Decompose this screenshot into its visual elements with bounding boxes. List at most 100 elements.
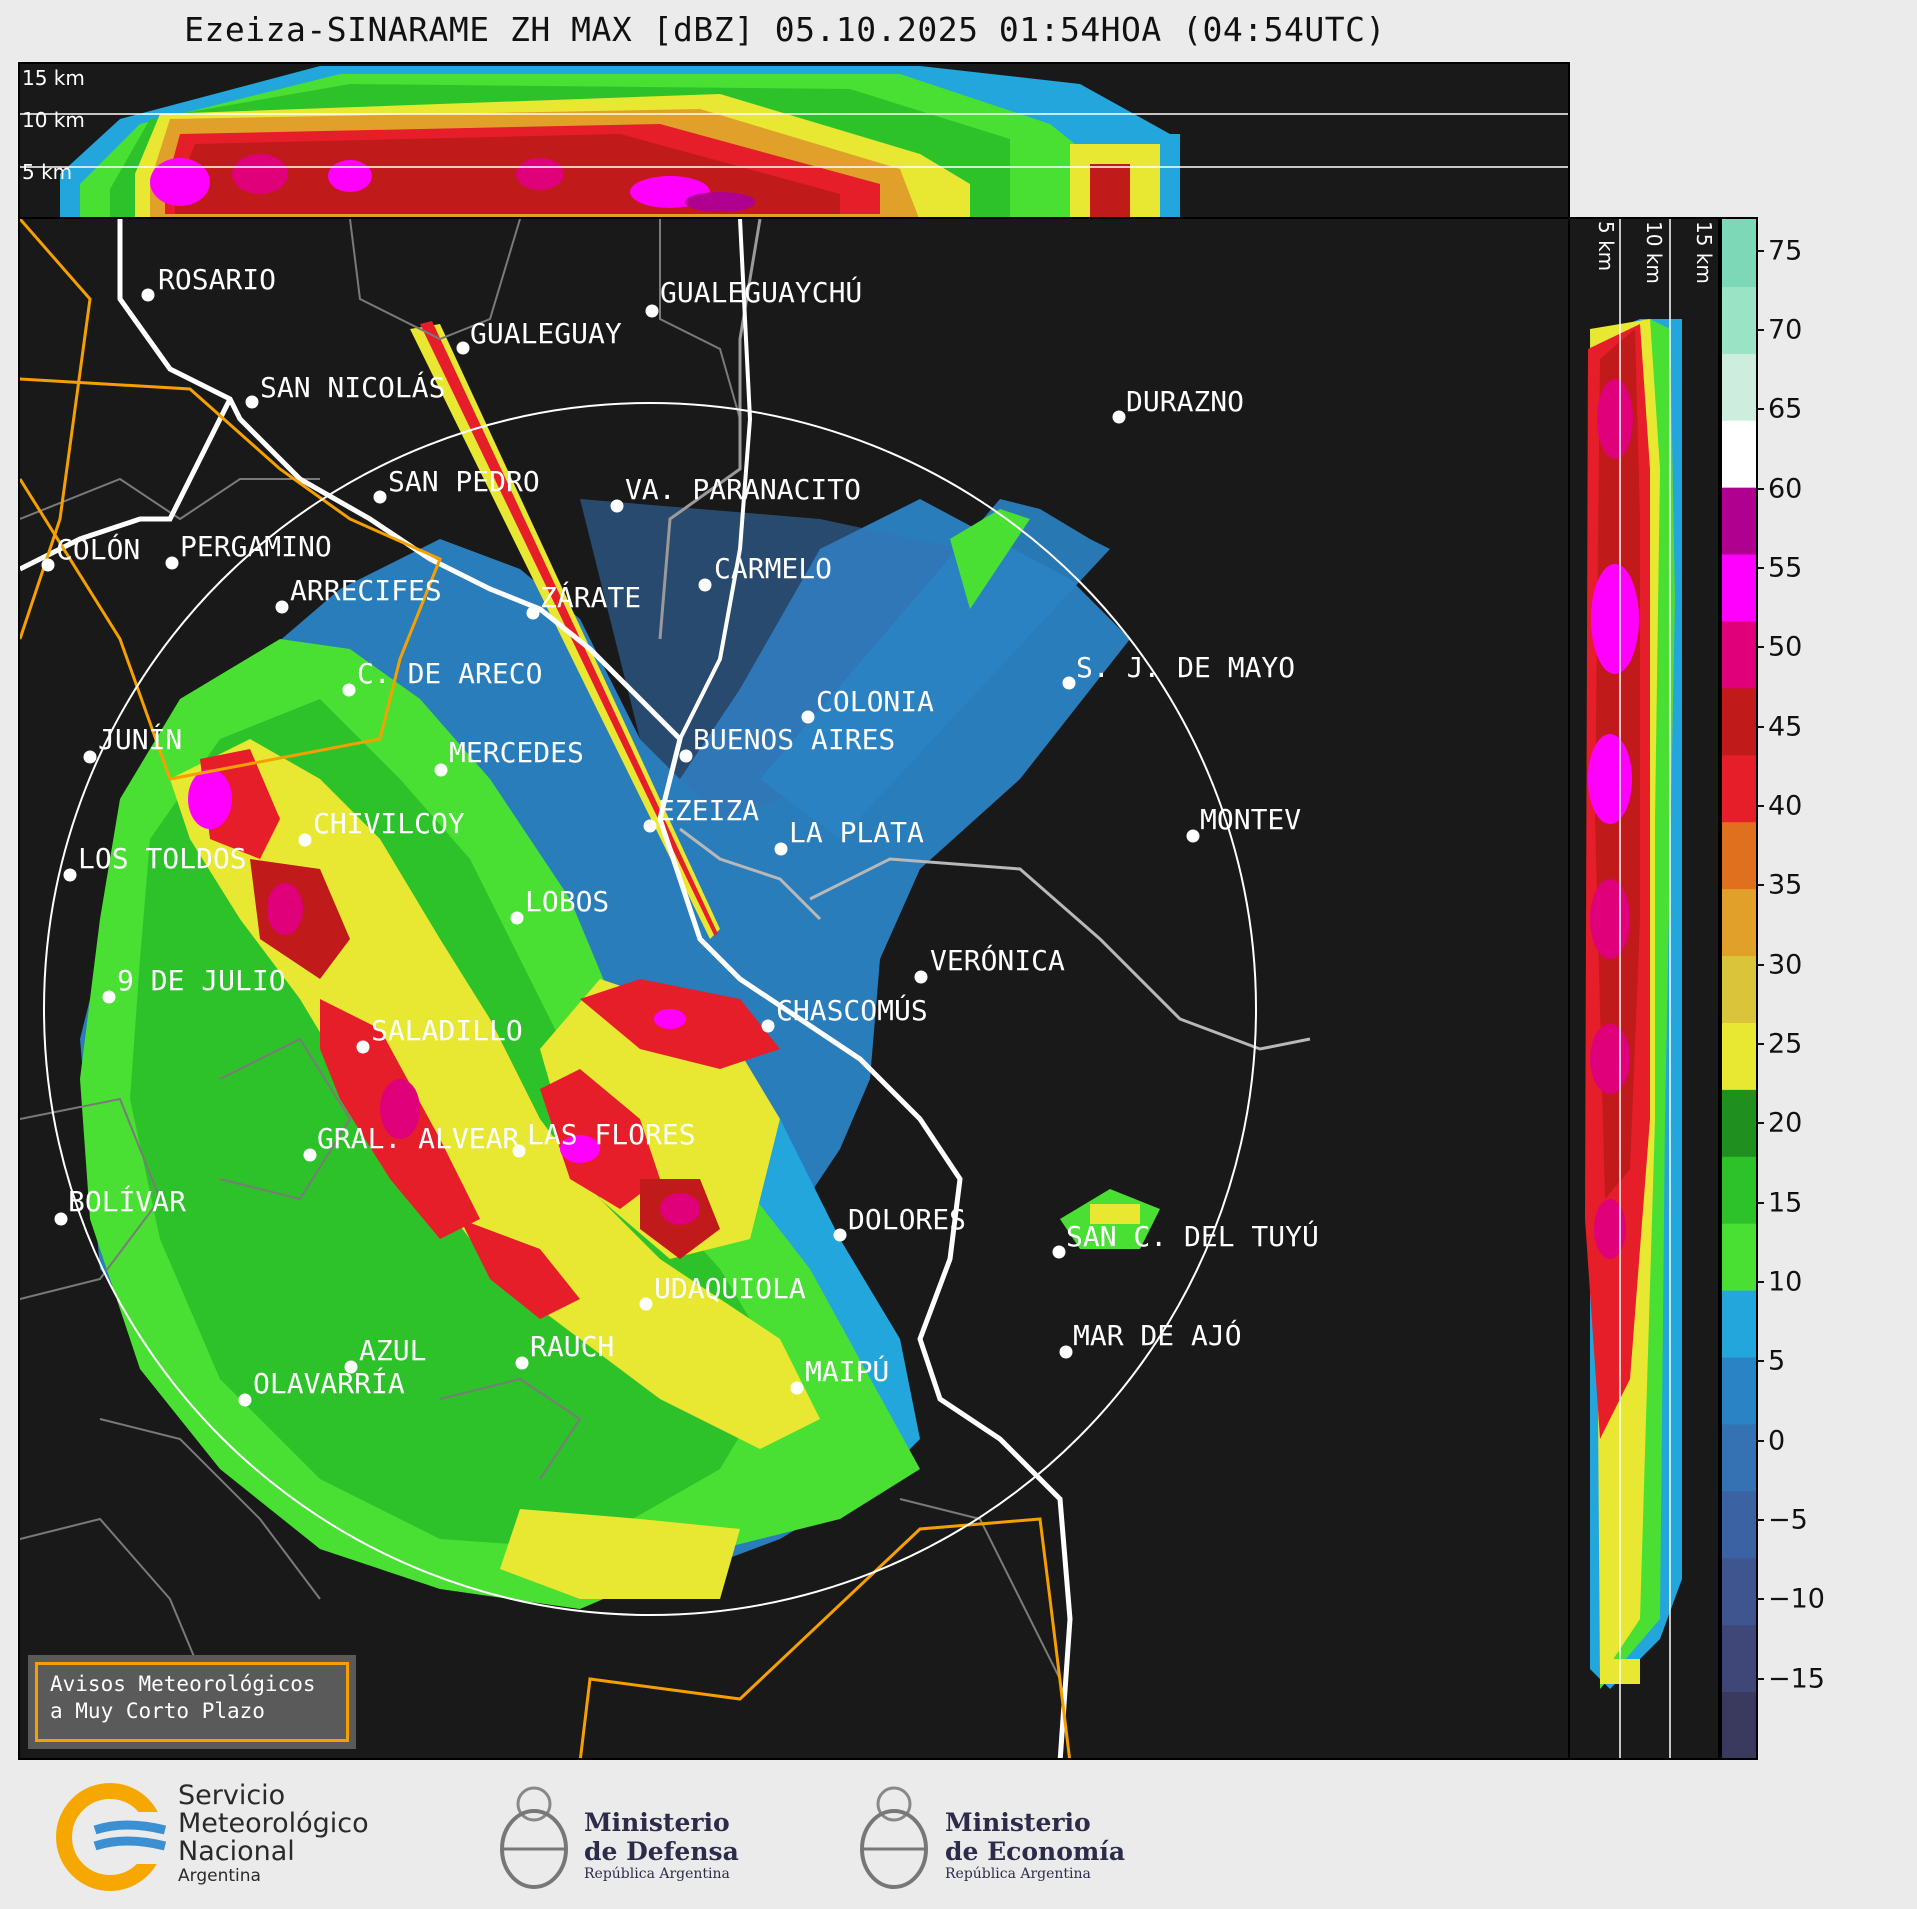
city-label-maipu: MAIPÚ — [805, 1355, 890, 1388]
city-dot-paranacito — [610, 499, 624, 513]
city-label-los-toldos: LOS TOLDOS — [78, 842, 247, 875]
uruguay-coast-west — [679, 827, 822, 921]
colorbar-segment — [1722, 1490, 1756, 1559]
city-dot-gualeguay — [456, 341, 470, 355]
smn-line2: Meteorológico — [178, 1808, 369, 1839]
economia-seal-icon — [860, 1786, 928, 1889]
chart-title: Ezeiza-SINARAME ZH MAX [dBZ] 05.10.2025 … — [184, 10, 1386, 49]
city-label-san-nicolas: SAN NICOLÁS — [260, 371, 446, 404]
city-dot-maipu — [790, 1381, 804, 1395]
dept-boundaries — [20, 219, 1061, 1720]
smn-line1: Servicio — [178, 1780, 286, 1811]
city-dot-ezeiza — [643, 819, 657, 833]
city-dot-sj-de-mayo — [1062, 676, 1076, 690]
city-dot-arrecifes — [275, 600, 289, 614]
colorbar-tick — [1756, 1043, 1764, 1046]
city-dot-saladillo — [356, 1040, 370, 1054]
right-cross-section: 5 km 10 km 15 km — [1568, 217, 1720, 1760]
city-label-ezeiza: EZEIZA — [658, 794, 760, 827]
city-dot-gualeguaychu — [645, 304, 659, 318]
alt-label-10: 10 km — [22, 108, 85, 132]
colorbar-tick-label: −10 — [1768, 1583, 1825, 1615]
colorbar-segment — [1722, 219, 1756, 287]
city-label-junin: JUNÍN — [98, 723, 183, 756]
city-dot-rauch — [515, 1356, 529, 1370]
colorbar-tick — [1756, 1360, 1764, 1363]
city-dot-mar-de-ajo — [1059, 1345, 1073, 1359]
city-dot-rosario — [141, 288, 155, 302]
city-label-sj-de-mayo: S. J. DE MAYO — [1076, 651, 1296, 684]
colorbar-tick-label: 55 — [1768, 552, 1803, 584]
colorbar-svg — [1722, 219, 1756, 1758]
city-label-olavarria: OLAVARRÍA — [253, 1367, 405, 1400]
colorbar-segment — [1722, 1557, 1756, 1626]
colorbar-segment — [1722, 419, 1756, 488]
city-label-paranacito: VA. PARANACITO — [625, 473, 862, 506]
colorbar-segment — [1722, 1624, 1756, 1693]
echo-ne-streaks — [760, 499, 1110, 839]
city-label-montevideo: MONTEV — [1200, 803, 1302, 836]
colorbar-segment — [1722, 486, 1756, 555]
top-cross-section-svg — [20, 66, 1568, 217]
colorbar-tick-label: 75 — [1768, 235, 1803, 267]
city-dot-colonia — [801, 710, 815, 724]
parana-river — [20, 397, 233, 572]
colorbar-tick-label: 70 — [1768, 314, 1803, 346]
city-dot-buenos-aires — [679, 749, 693, 763]
city-label-saladillo: SALADILLO — [371, 1014, 523, 1047]
colorbar-tick — [1756, 567, 1764, 570]
city-label-lobos: LOBOS — [525, 885, 610, 918]
defensa-line2: de Defensa — [584, 1837, 739, 1866]
defensa-line3: República Argentina — [584, 1866, 730, 1882]
city-label-zarate: ZÁRATE — [540, 581, 642, 614]
city-label-rosario: ROSARIO — [158, 263, 277, 296]
smn-logo-icon — [56, 1783, 175, 1891]
city-label-udaquiola: UDAQUIOLA — [654, 1272, 806, 1305]
economia-line2: de Economía — [945, 1837, 1126, 1866]
colorbar-tick — [1756, 884, 1764, 887]
colorbar-tick — [1756, 249, 1764, 252]
economia-line3: República Argentina — [945, 1866, 1091, 1882]
radar-map-svg — [20, 219, 1311, 1758]
city-dot-lobos — [510, 911, 524, 925]
city-label-azul: AZUL — [359, 1334, 427, 1367]
city-dot-las-flores — [512, 1144, 526, 1158]
city-dot-san-pedro — [373, 490, 387, 504]
right-alt-label-10: 10 km — [1642, 221, 1666, 284]
colorbar-segment — [1722, 888, 1756, 957]
colorbar-segment — [1722, 1088, 1756, 1157]
colorbar-tick-label: 40 — [1768, 790, 1803, 822]
city-dot-san-nicolas — [245, 395, 259, 409]
avisos-border: Avisos Meteorológicos a Muy Corto Plazo — [35, 1662, 349, 1742]
colorbar — [1720, 217, 1758, 1760]
top-echo-band — [60, 66, 1180, 217]
city-label-la-plata: LA PLATA — [789, 816, 924, 849]
avisos-box[interactable]: Avisos Meteorológicos a Muy Corto Plazo — [28, 1655, 356, 1749]
colorbar-tick — [1756, 1122, 1764, 1125]
city-label-chivilcoy: CHIVILCOY — [313, 807, 465, 840]
city-dot-olavarria — [238, 1393, 252, 1407]
range-ring — [43, 402, 1257, 1616]
colorbar-segment — [1722, 821, 1756, 890]
city-dot-junin — [83, 750, 97, 764]
city-label-gualeguaychu: GUALEGUAYCHÚ — [660, 276, 863, 309]
colorbar-tick-label: 20 — [1768, 1107, 1803, 1139]
city-dot-san-clemente — [1052, 1245, 1066, 1259]
city-dot-pergamino — [165, 556, 179, 570]
colorbar-tick — [1756, 646, 1764, 649]
smn-line4: Argentina — [178, 1866, 261, 1886]
city-label-san-clemente: SAN C. DEL TUYÚ — [1066, 1220, 1319, 1253]
colorbar-tick — [1756, 487, 1764, 490]
echo-offshore-core — [1090, 1204, 1140, 1224]
colorbar-tick — [1756, 725, 1764, 728]
colorbar-segment — [1722, 1222, 1756, 1291]
colorbar-tick — [1756, 1201, 1764, 1204]
city-label-colonia: COLONIA — [816, 685, 935, 718]
echo-magenta — [188, 769, 700, 1225]
colorbar-segment — [1722, 1289, 1756, 1358]
colorbar-tick — [1756, 1598, 1764, 1601]
colorbar-tick-label: −5 — [1768, 1504, 1808, 1536]
uruguay-coast — [809, 857, 1311, 1051]
colorbar-segment — [1722, 687, 1756, 756]
city-dot-azul — [344, 1360, 358, 1374]
